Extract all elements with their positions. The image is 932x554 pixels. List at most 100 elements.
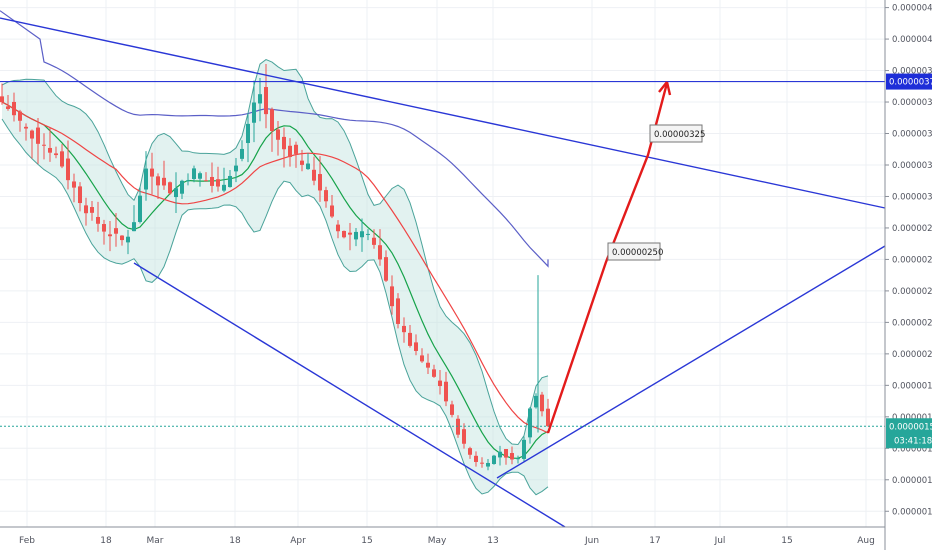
y-tick-label: 0.00000260 [892,255,932,265]
candle-body [468,448,472,455]
ma-slow-line [0,10,549,268]
ma-fast-line [1,101,549,459]
candle-body [18,111,22,121]
candle-body [474,455,478,462]
candle-body [504,449,508,458]
x-tick-label: 15 [361,536,372,546]
candle-body [300,160,304,165]
moving-averages [0,10,549,459]
resistance-price-tag [886,73,932,90]
candle-body [402,325,406,333]
candle-body [216,179,220,187]
bollinger-fill [2,59,548,495]
candle-body [66,158,70,181]
candle-body [534,395,538,408]
y-tick-label: 0.00000340 [892,130,932,140]
candle-body [510,453,514,460]
y-tick-label: 0.00000420 [892,4,932,14]
candle-body [234,165,238,172]
annotation-label: 0.00000250 [612,248,663,258]
candle-body [540,394,544,412]
y-tick-label: 0.00000320 [892,161,932,171]
candle-body [78,186,82,204]
candle-body [354,231,358,240]
resistance-price-tag-text: 0.00000373 [889,78,932,88]
y-tick-label: 0.00000280 [892,224,932,234]
y-tick-label: 0.00000100 [892,507,932,517]
candle-body [30,130,34,139]
candle-body [54,153,58,156]
candle-body [162,177,166,186]
candle-body [414,342,418,351]
candle-body [384,257,388,281]
candle-body [180,180,184,194]
candle-body [306,163,310,170]
x-tick-label: 13 [487,536,498,546]
x-tick-label: 18 [100,536,112,546]
candle-body [90,207,94,213]
annotation-box [649,124,703,143]
candle-body [366,233,370,235]
candle-body [294,144,298,154]
candle-body [6,106,10,109]
candle-body [138,195,142,222]
x-tick-label: Apr [290,536,306,546]
annotation-box [607,242,661,261]
candle-body [288,145,292,158]
x-tick-label: 15 [781,536,792,546]
candle-body [174,188,178,198]
bollinger-bands [1,59,549,496]
candle-body [60,151,64,167]
candle-body [156,176,160,186]
candles [0,63,550,471]
candle-body [522,439,526,459]
candle-body [204,180,208,182]
candle-body [102,224,106,232]
candle-body [210,176,214,186]
trend-lines[interactable] [0,17,886,528]
y-tick-label: 0.00000400 [892,35,932,45]
candle-body [486,462,490,467]
candle-body [96,216,100,224]
candle-body [432,369,436,377]
candle-body [240,148,244,159]
candle-body [198,173,202,179]
candle-body [12,101,16,116]
candle-body [132,222,136,232]
candle-body [228,175,232,188]
candle-body [258,94,262,104]
ascending-support-line [496,245,886,479]
countdown-text: 03:41:18 [894,436,932,446]
grid [0,0,885,527]
candle-body [318,174,322,191]
candle-body [480,462,484,464]
candle-body [348,232,352,235]
candle-body [36,127,40,144]
y-tick-label: 0.00000300 [892,192,932,202]
candle-body [24,126,28,129]
candle-body [546,408,550,427]
candle-body [408,332,412,346]
projection-arrow [546,82,669,434]
y-tick-label: 0.00000200 [892,350,932,360]
candle-body [270,109,274,132]
candle-body [42,144,46,146]
candle-body [450,404,454,415]
descending-resistance-line [0,17,886,209]
candle-body [342,230,346,238]
x-tick-label: Jun [584,536,599,546]
candle-body [360,231,364,238]
candle-body [126,236,130,243]
y-tick-label: 0.00000360 [892,98,932,108]
annotations[interactable]: 0.00000250 0.00000325 [546,81,705,434]
descending-support-line [133,262,566,528]
candle-body [282,136,286,150]
current-price-tag [886,418,932,449]
candle-body [528,408,532,438]
candle-body [114,228,118,234]
candle-body [330,205,334,217]
annotation-label: 0.00000325 [654,130,705,140]
candle-body [396,298,400,324]
